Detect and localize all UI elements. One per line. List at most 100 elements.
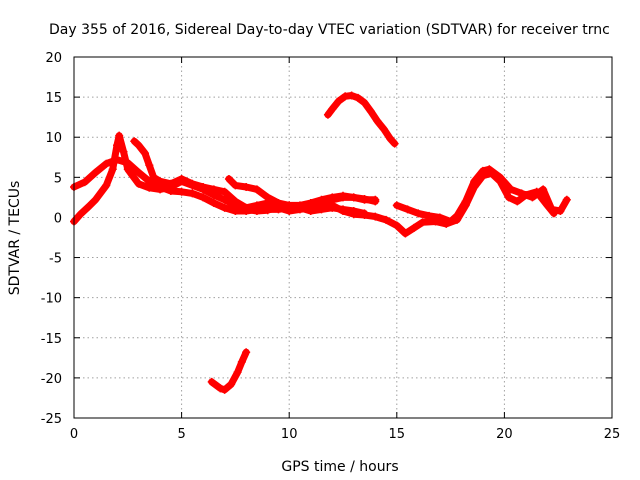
data-point: [328, 105, 337, 114]
chart-title: Day 355 of 2016, Sidereal Day-to-day VTE…: [49, 22, 610, 38]
data-point: [496, 173, 505, 182]
data-point: [231, 197, 240, 206]
series-trace-d: [225, 175, 379, 209]
data-point: [102, 159, 111, 168]
data-point: [547, 205, 556, 214]
data-point: [504, 193, 513, 202]
data-point: [220, 195, 229, 204]
data-point: [295, 201, 304, 210]
series-trace-f: [324, 92, 399, 148]
data-point: [513, 197, 522, 206]
data-point: [199, 193, 208, 202]
data-point: [371, 212, 380, 221]
data-point: [410, 223, 419, 232]
data-point: [134, 179, 143, 188]
x-axis-label: GPS time / hours: [281, 459, 398, 475]
data-point: [188, 189, 197, 198]
data-point: [209, 185, 218, 194]
data-point: [274, 199, 283, 208]
data-point: [382, 215, 391, 224]
data-point: [418, 218, 427, 227]
data-point: [220, 203, 229, 212]
data-point: [556, 207, 565, 216]
data-point: [123, 165, 132, 174]
data-point: [328, 203, 337, 212]
data-point: [220, 385, 229, 394]
grid-layer: [74, 57, 612, 418]
data-point: [354, 93, 363, 102]
x-tick-label: 0: [70, 427, 78, 442]
data-point: [392, 201, 401, 210]
data-point: [188, 179, 197, 188]
data-point: [366, 107, 375, 116]
data-point: [141, 149, 150, 158]
data-point: [334, 97, 343, 106]
data-point: [237, 357, 246, 366]
data-point: [199, 182, 208, 191]
data-point: [115, 131, 124, 140]
data-point: [446, 217, 455, 226]
data-point: [145, 183, 154, 192]
data-point: [339, 205, 347, 214]
y-tick-label: -15: [41, 332, 62, 347]
data-point: [360, 194, 369, 203]
y-tick-label: 15: [45, 91, 62, 106]
data-point: [360, 209, 369, 218]
data-point: [80, 178, 89, 187]
data-point: [562, 195, 571, 204]
data-point: [252, 185, 261, 194]
series-trace-c: [130, 137, 379, 215]
data-point: [242, 182, 251, 191]
data-point: [252, 201, 261, 210]
data-point: [102, 181, 111, 190]
data-point: [347, 91, 356, 100]
y-tick-label: -25: [41, 412, 62, 427]
data-point: [91, 168, 100, 177]
data-point: [470, 177, 479, 186]
data-point: [401, 229, 410, 238]
data-point: [317, 195, 326, 204]
data-point: [349, 193, 358, 202]
y-tick-label: 5: [54, 171, 62, 186]
data-point: [323, 110, 332, 119]
x-tick-label: 15: [389, 427, 406, 442]
data-point: [425, 211, 434, 220]
data-point: [339, 191, 347, 200]
data-point: [539, 185, 548, 194]
data-point: [91, 195, 100, 204]
data-point: [328, 193, 337, 202]
data-point: [134, 168, 143, 177]
data-point: [130, 137, 139, 146]
data-point: [517, 189, 526, 198]
data-point: [371, 197, 380, 206]
data-point: [263, 193, 272, 202]
x-tick-label: 5: [177, 427, 185, 442]
data-point: [156, 177, 165, 186]
y-tick-label: 0: [54, 211, 62, 226]
data-point: [242, 203, 251, 212]
data-point: [113, 141, 122, 150]
data-point: [392, 221, 401, 230]
data-point: [360, 98, 369, 107]
data-point: [119, 147, 128, 156]
data-point: [478, 166, 487, 175]
y-tick-label: -10: [41, 292, 62, 307]
plot-frame: [73, 56, 613, 419]
data-point: [285, 201, 294, 210]
data-point: [461, 197, 470, 206]
data-point: [341, 92, 350, 101]
data-point: [209, 199, 218, 208]
data-point: [177, 187, 186, 196]
x-tick-label: 25: [604, 427, 621, 442]
data-point: [506, 185, 515, 194]
data-point: [177, 174, 186, 183]
data-point: [233, 368, 242, 377]
data-point: [134, 141, 143, 150]
data-point: [414, 209, 423, 218]
data-point: [220, 187, 229, 196]
data-point: [528, 193, 537, 202]
data-point: [224, 174, 233, 183]
data-point: [216, 384, 225, 393]
data-point: [386, 134, 395, 143]
